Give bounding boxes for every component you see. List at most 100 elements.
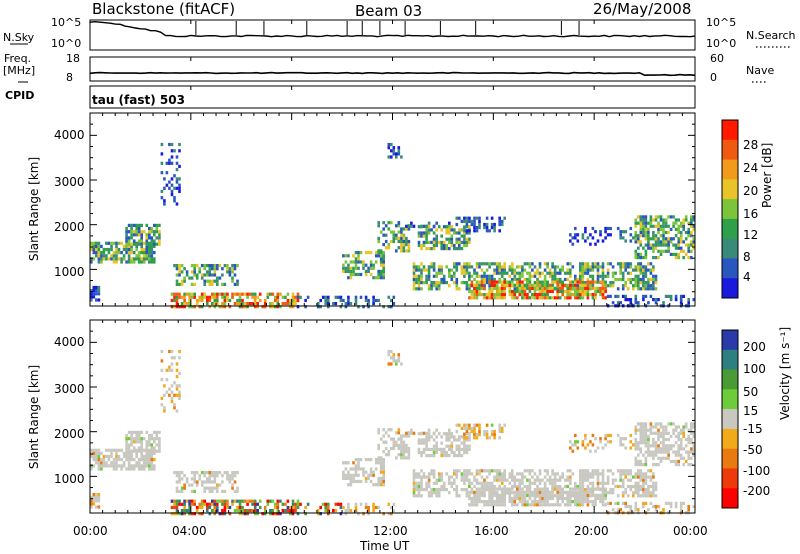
velocity-cell (581, 443, 585, 447)
power-cell (652, 234, 655, 238)
power-cell (556, 277, 559, 282)
velocity-cell (601, 496, 605, 501)
power-cell (208, 270, 212, 274)
velocity-cell (536, 500, 539, 504)
power-cell (584, 281, 587, 285)
power-cell (132, 242, 136, 246)
velocity-cell (347, 470, 350, 474)
velocity-cell (644, 437, 648, 442)
velocity-cell (591, 475, 595, 479)
power-cell (448, 284, 451, 288)
power-cell (289, 298, 292, 303)
velocity-cell (652, 481, 655, 485)
power-cell (190, 282, 194, 286)
power-cell (405, 243, 408, 247)
velocity-cell (516, 484, 519, 489)
velocity-cell (193, 512, 196, 516)
power-cell (604, 226, 607, 231)
velocity-cell (208, 489, 212, 493)
velocity-cell (490, 481, 494, 485)
velocity-cell (485, 429, 489, 434)
power-cell (158, 230, 161, 234)
power-cell (473, 271, 476, 275)
power-cell (473, 286, 476, 290)
velocity-cell (563, 484, 567, 489)
velocity-cell (589, 494, 592, 498)
velocity-cell (551, 484, 554, 489)
velocity-cell (392, 353, 396, 357)
velocity-cell (427, 428, 431, 432)
velocity-cell (432, 481, 436, 485)
velocity-cell (601, 484, 605, 489)
power-cell (390, 305, 393, 309)
velocity-cell (395, 456, 398, 460)
power-cell (586, 283, 590, 287)
power-cell (175, 305, 179, 309)
power-cell (516, 265, 519, 269)
velocity-cell (379, 479, 383, 484)
velocity-cell (430, 491, 433, 495)
power-cell (256, 295, 259, 299)
power-cell (687, 221, 690, 225)
freq-line (89, 71, 696, 77)
power-cell (422, 268, 426, 272)
velocity-cell (392, 509, 396, 513)
power-cell (561, 286, 564, 290)
power-cell (498, 280, 501, 284)
velocity-cell (148, 440, 151, 444)
power-cell (516, 296, 519, 300)
power-cell (216, 282, 219, 286)
velocity-cell (652, 475, 655, 479)
velocity-cell (135, 440, 138, 444)
velocity-cell (616, 494, 620, 498)
power-cell (647, 277, 650, 282)
power-cell (619, 301, 622, 305)
velocity-cell (478, 433, 481, 437)
power-cell (682, 240, 685, 244)
power-cell (246, 302, 249, 306)
power-cell (178, 186, 181, 190)
power-cell (606, 294, 610, 298)
power-cell (216, 264, 219, 268)
power-cell (538, 287, 542, 291)
velocity-cell (624, 446, 627, 450)
power-cell (677, 227, 680, 231)
velocity-cell (216, 471, 219, 475)
velocity-cell (148, 458, 151, 462)
velocity-cell (652, 484, 655, 489)
velocity-cell (402, 440, 406, 444)
velocity-cell (619, 440, 622, 444)
velocity-cell (536, 475, 539, 479)
power-cell (674, 246, 678, 250)
power-cell (347, 263, 350, 267)
power-cell (621, 236, 625, 240)
power-cell (679, 298, 683, 302)
power-cell (473, 226, 476, 230)
velocity-cell (596, 472, 600, 476)
velocity-cell (455, 488, 459, 492)
velocity-cell (208, 480, 212, 484)
power-cell (422, 240, 426, 244)
power-cell (200, 292, 204, 296)
power-cell (417, 231, 421, 235)
power-cell (216, 295, 219, 299)
velocity-cell (548, 478, 552, 482)
power-cell (142, 241, 146, 245)
power-cell (319, 298, 322, 303)
power-cell (148, 236, 151, 240)
power-cell (327, 298, 330, 303)
power-cell (122, 257, 126, 261)
power-cell (639, 230, 643, 235)
power-cell (251, 302, 254, 306)
velocity-cell (571, 472, 575, 476)
power-cell (437, 271, 441, 275)
power-cell (410, 221, 413, 225)
power-cell (576, 280, 580, 284)
velocity-cell (377, 431, 380, 435)
velocity-cell (362, 512, 365, 516)
power-cell (417, 265, 421, 269)
power-cell (463, 262, 466, 266)
velocity-cell (667, 437, 670, 442)
vel-cb-m50: -50 (743, 443, 763, 457)
power-cell (180, 279, 184, 283)
